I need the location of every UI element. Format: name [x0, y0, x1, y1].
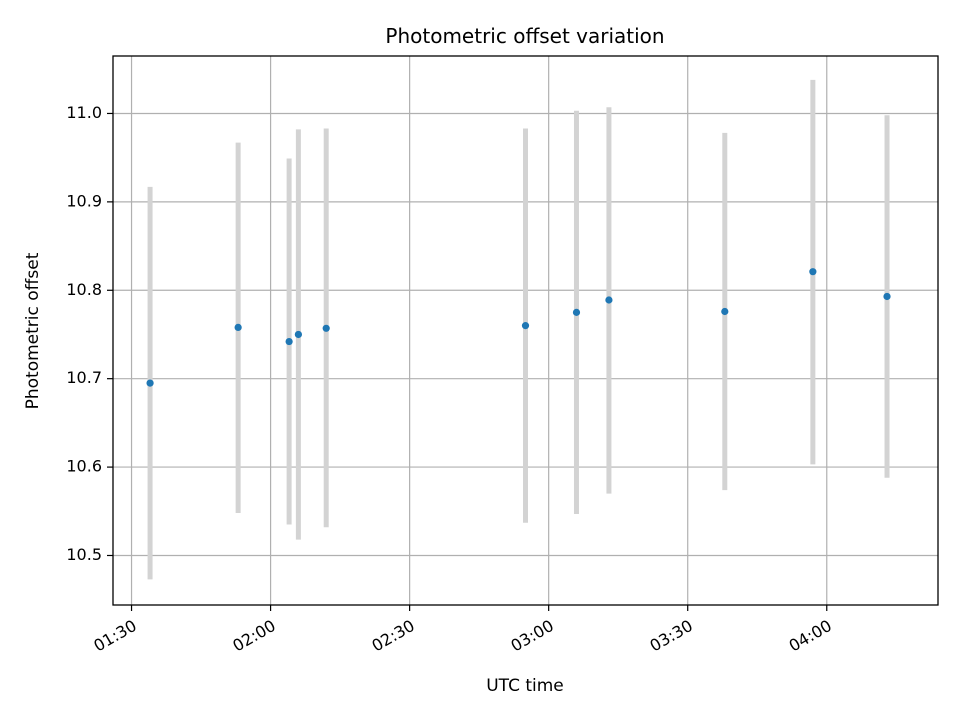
data-point — [809, 268, 817, 276]
data-point — [234, 323, 242, 332]
y-tick-label: 10.5 — [66, 545, 102, 564]
data-point — [294, 330, 302, 339]
y-tick-label: 11.0 — [66, 103, 102, 122]
plot-frame — [112, 55, 939, 606]
y-axis-label: Photometric offset — [23, 252, 43, 409]
data-point — [521, 322, 530, 330]
data-point — [322, 324, 330, 332]
data-point — [605, 296, 613, 304]
y-tick-label: 10.9 — [66, 191, 102, 210]
y-tick-label: 10.6 — [66, 457, 102, 476]
y-tick-label: 10.8 — [66, 280, 102, 299]
data-point — [721, 307, 729, 316]
y-axis-ticks: 10.5 10.6 10.7 10.8 10.9 11.0 — [66, 103, 113, 564]
chart-title: Photometric offset variation — [385, 24, 664, 48]
y-tick-label: 10.7 — [66, 368, 102, 387]
point-layer — [146, 268, 891, 387]
x-axis-label: UTC time — [486, 676, 564, 696]
data-point — [572, 308, 581, 316]
data-point — [883, 292, 891, 301]
data-point — [146, 379, 154, 387]
data-point — [285, 337, 293, 346]
